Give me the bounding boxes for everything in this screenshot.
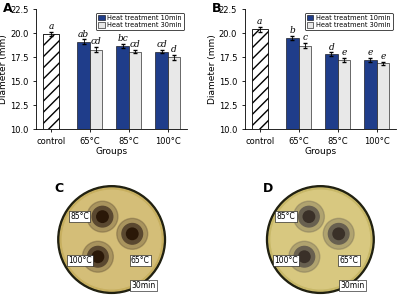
Text: cd: cd [91,37,102,46]
X-axis label: Groups: Groups [96,147,128,156]
Text: B: B [212,2,221,15]
Text: c: c [302,33,308,42]
Circle shape [97,211,108,222]
Text: 65°C: 65°C [131,256,150,265]
Circle shape [294,246,315,267]
Circle shape [117,218,148,249]
Text: 100°C: 100°C [68,256,91,265]
Text: 30min: 30min [340,281,364,290]
Circle shape [266,186,374,293]
Text: e: e [341,48,346,57]
Text: a: a [257,17,262,26]
Text: bc: bc [117,34,128,43]
Legend: Heat treatment 10min, Heat treatment 30min: Heat treatment 10min, Heat treatment 30m… [96,13,184,30]
Text: 85°C: 85°C [70,212,89,221]
Text: 100°C: 100°C [274,256,298,265]
Bar [338,60,350,226]
Bar [325,54,338,226]
Circle shape [294,201,324,232]
Text: D: D [263,182,273,195]
Circle shape [87,201,118,232]
Y-axis label: Diameter (mm): Diameter (mm) [0,35,8,104]
Circle shape [299,206,319,227]
Text: cd: cd [130,40,140,49]
Circle shape [333,228,344,240]
Circle shape [88,246,108,267]
Circle shape [62,190,161,289]
Text: d: d [171,45,177,54]
Bar [299,46,311,226]
Text: d: d [328,43,334,51]
Circle shape [58,186,166,293]
Circle shape [328,223,349,244]
X-axis label: Groups: Groups [304,147,336,156]
Bar [129,51,142,226]
Bar [168,57,180,226]
Text: 85°C: 85°C [277,212,295,221]
Bar [377,63,389,226]
Bar [364,60,377,226]
Text: e: e [380,52,386,61]
Text: C: C [54,182,64,195]
Circle shape [126,228,138,240]
Text: 30min: 30min [132,281,156,290]
Circle shape [122,223,142,244]
Y-axis label: Diameter (mm): Diameter (mm) [208,35,217,104]
Text: cd: cd [156,40,167,49]
Bar [90,50,102,226]
Bar [116,46,129,226]
Bar [156,51,168,226]
Circle shape [269,188,372,291]
Circle shape [323,218,354,249]
Bar [252,29,268,226]
Circle shape [299,251,310,263]
Text: 65°C: 65°C [340,256,358,265]
Circle shape [271,190,370,289]
Bar [43,34,59,226]
Text: a: a [48,21,54,31]
Text: A: A [3,2,12,15]
Text: ab: ab [78,29,89,39]
Circle shape [82,241,113,272]
Circle shape [60,188,163,291]
Bar [78,42,90,226]
Circle shape [303,211,315,222]
Circle shape [92,206,113,227]
Circle shape [92,251,104,263]
Text: b: b [290,26,295,35]
Legend: Heat treatment 10min, Heat treatment 30min: Heat treatment 10min, Heat treatment 30m… [305,13,393,30]
Bar [286,38,299,226]
Circle shape [289,241,320,272]
Text: e: e [368,48,373,57]
